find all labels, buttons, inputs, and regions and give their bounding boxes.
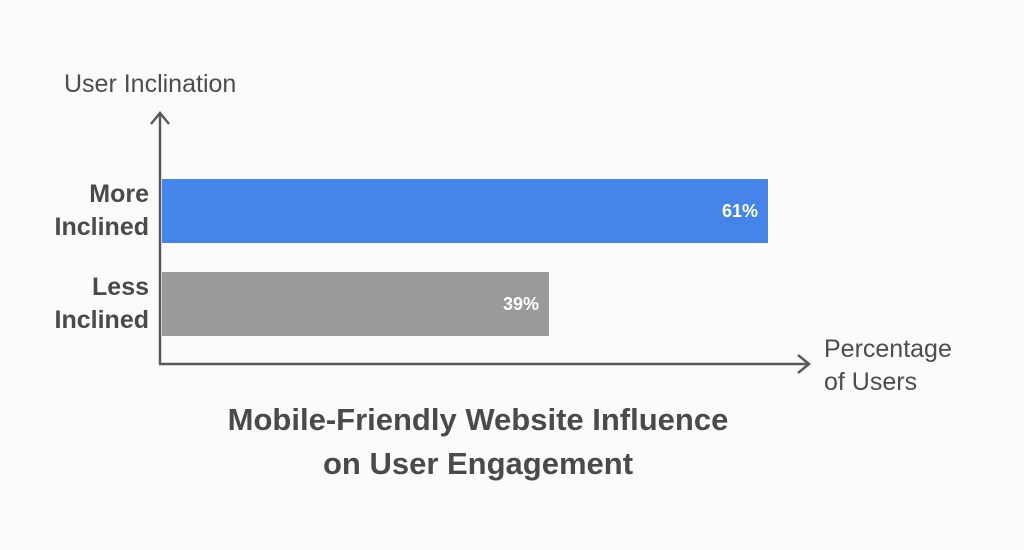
bar-less-inclined: 39% bbox=[162, 272, 549, 336]
x-axis-arrow-icon bbox=[797, 354, 811, 374]
category-label-line: Inclined bbox=[54, 306, 149, 334]
chart-title: Mobile-Friendly Website Influence on Use… bbox=[0, 398, 956, 486]
chart-title-line1: Mobile-Friendly Website Influence bbox=[227, 402, 729, 437]
category-label-line: Inclined bbox=[54, 213, 149, 241]
x-axis-title-line2: of Users bbox=[824, 368, 918, 396]
category-label-more-inclined: More Inclined bbox=[9, 178, 149, 244]
y-axis-arrow-icon bbox=[150, 111, 170, 125]
category-label-line: More bbox=[89, 180, 149, 208]
x-axis-title: Percentage of Users bbox=[824, 333, 1004, 399]
bar-value-label: 39% bbox=[502, 293, 539, 314]
x-axis-title-line1: Percentage bbox=[824, 335, 952, 363]
chart-title-line2: on User Engagement bbox=[322, 446, 634, 481]
y-axis-title: User Inclination bbox=[64, 70, 237, 98]
category-label-line: Less bbox=[92, 273, 149, 301]
bar-more-inclined: 61% bbox=[162, 179, 768, 243]
bar-value-label: 61% bbox=[721, 200, 758, 221]
category-label-less-inclined: Less Inclined bbox=[9, 271, 149, 337]
